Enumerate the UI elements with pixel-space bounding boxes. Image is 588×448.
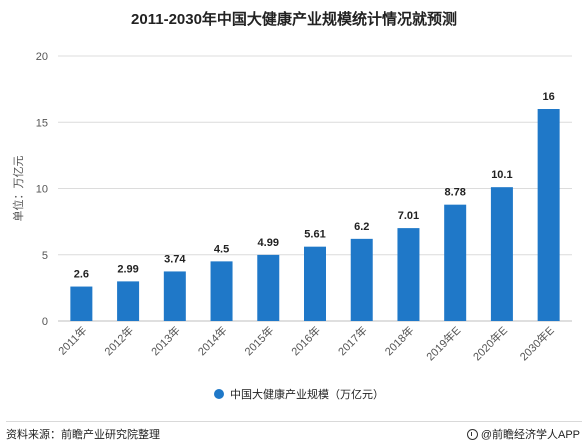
data-label: 7.01	[398, 210, 419, 222]
legend-marker	[214, 389, 224, 399]
bar	[397, 228, 420, 321]
x-tick-label: 2020年E	[470, 323, 510, 363]
bar	[163, 271, 186, 321]
data-label: 10.1	[491, 169, 512, 181]
x-tick-label: 2012年	[101, 323, 136, 358]
brand-note: @前瞻经济学人APP	[466, 426, 580, 442]
data-label: 4.99	[258, 237, 279, 249]
y-tick-label: 5	[42, 250, 48, 262]
data-label: 2.6	[74, 269, 89, 281]
data-label: 2.99	[117, 263, 138, 275]
bar	[210, 261, 233, 321]
y-tick-label: 15	[36, 117, 48, 129]
data-label: 3.74	[164, 253, 186, 265]
brand-logo-icon	[466, 428, 478, 440]
y-tick-label: 20	[36, 51, 48, 63]
footer-divider	[6, 421, 582, 422]
source-note: 资料来源：前瞻产业研究院整理	[6, 429, 160, 441]
x-tick-label: 2013年	[148, 323, 183, 358]
bar	[537, 109, 560, 321]
x-tick-label: 2030年E	[517, 323, 557, 363]
x-tick-label: 2017年	[335, 323, 370, 358]
x-tick-label: 2014年	[195, 323, 230, 358]
bar	[257, 254, 280, 321]
x-tick-label: 2019年E	[423, 323, 463, 363]
chart-title: 2011-2030年中国大健康产业规模统计情况就预测	[131, 11, 457, 28]
bar	[490, 187, 513, 321]
bar	[444, 204, 467, 321]
y-tick-label: 0	[42, 316, 48, 328]
brand-label: @前瞻经济学人APP	[480, 429, 580, 441]
x-tick-label: 2011年	[55, 323, 89, 357]
bar	[117, 281, 140, 321]
y-axis-label: 单位：万亿元	[11, 156, 25, 222]
data-label: 16	[543, 91, 555, 103]
data-label: 8.78	[444, 187, 465, 199]
x-tick-label: 2015年	[241, 323, 276, 358]
x-tick-label: 2016年	[288, 323, 323, 358]
x-tick-label: 2018年	[382, 323, 417, 358]
data-label: 4.5	[214, 243, 229, 255]
y-tick-label: 10	[36, 184, 48, 196]
bar	[350, 238, 373, 321]
data-label: 6.2	[354, 221, 369, 233]
legend-label: 中国大健康产业规模（万亿元）	[230, 387, 384, 401]
bar	[304, 246, 326, 321]
data-label: 5.61	[304, 229, 325, 241]
bar	[70, 286, 93, 321]
